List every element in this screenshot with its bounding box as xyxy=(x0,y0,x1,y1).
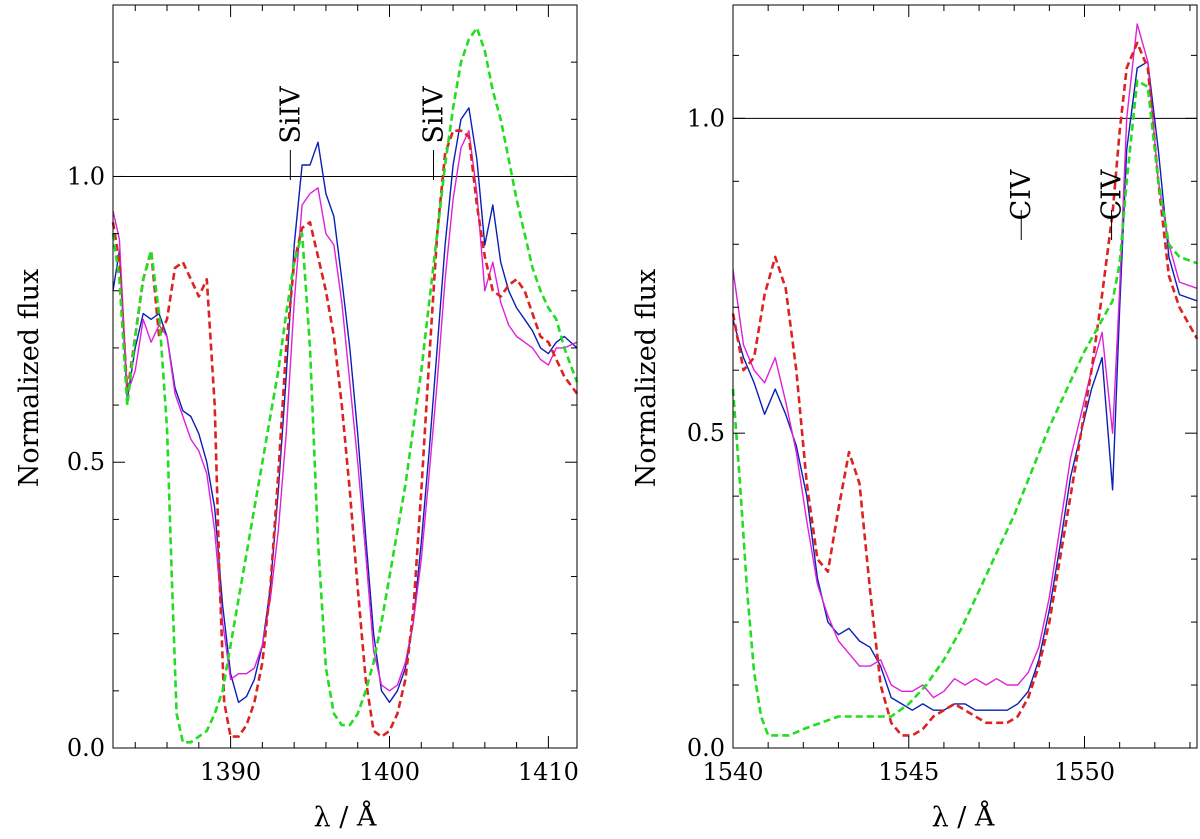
left-ytick-label-1: 0.5 xyxy=(67,448,105,476)
left-panel: Normalized flux λ / Å xyxy=(14,269,377,833)
right-series-0 xyxy=(732,61,1198,711)
right-line-label-1: CIV xyxy=(1097,169,1128,220)
left-frame xyxy=(112,4,578,749)
left-xlabel: λ / Å xyxy=(314,800,377,833)
left-series-0 xyxy=(112,107,578,703)
left-line-label-1: SiIV xyxy=(419,86,450,144)
right-xlabel: λ / Å xyxy=(932,800,995,833)
left-line-label-0: SiIV xyxy=(275,86,306,144)
right-ytick-label-2: 1.0 xyxy=(687,104,725,132)
left-ytick-label-2: 1.0 xyxy=(67,162,105,190)
right-line-label-0: CIV xyxy=(1006,169,1037,220)
left-ytick-label-0: 0.0 xyxy=(67,734,105,762)
right-xtick-label-0: 1540 xyxy=(702,758,763,786)
left-series-3 xyxy=(111,26,579,744)
right-plot-area: CIV CIV 1540 1545 1550 0.0 0.5 1.0 xyxy=(687,4,1199,786)
right-ylabel: Normalized flux xyxy=(631,269,662,487)
left-xtick-label-0: 1390 xyxy=(200,758,261,786)
right-frame xyxy=(732,4,1198,749)
right-series-2 xyxy=(731,41,1199,737)
left-series-1 xyxy=(112,129,578,692)
left-plot-area: SiIV SiIV 1390 1400 1410 0.0 0.5 1.0 xyxy=(67,4,579,786)
right-xtick-label-2: 1550 xyxy=(1054,758,1115,786)
right-xtick-label-1: 1545 xyxy=(878,758,939,786)
right-series-1 xyxy=(732,23,1198,699)
left-xtick-label-2: 1410 xyxy=(518,758,579,786)
right-ytick-label-0: 0.0 xyxy=(687,734,725,762)
right-series-3 xyxy=(731,79,1198,737)
right-panel: Normalized flux λ / Å xyxy=(631,269,995,833)
left-series-2 xyxy=(111,129,579,738)
left-ylabel: Normalized flux xyxy=(14,269,45,487)
left-xtick-label-1: 1400 xyxy=(359,758,420,786)
right-ytick-label-1: 0.5 xyxy=(687,419,725,447)
